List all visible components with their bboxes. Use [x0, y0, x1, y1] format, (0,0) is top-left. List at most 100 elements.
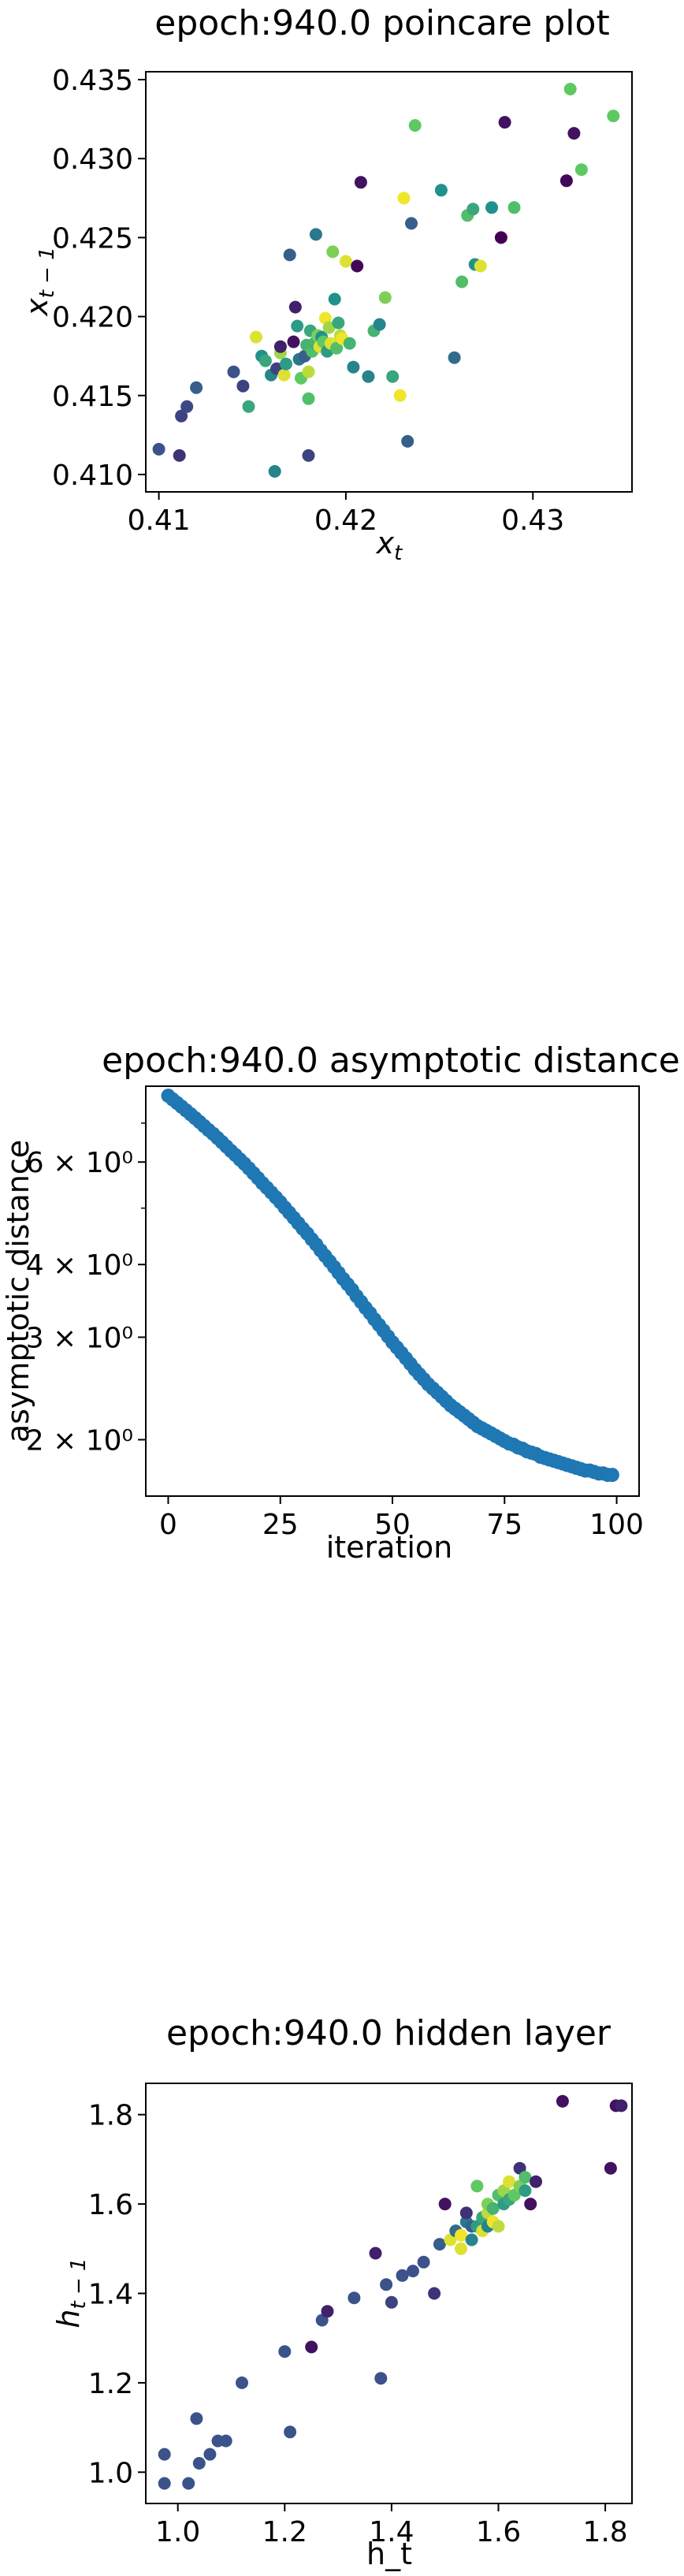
y-tick-label: 4 × 10⁰: [26, 1249, 133, 1282]
hidden-point: [380, 2278, 393, 2291]
poincare-point: [474, 259, 487, 273]
hidden-point: [374, 2372, 388, 2385]
poincare-point: [258, 354, 272, 367]
hidden-point: [615, 2099, 628, 2113]
poincare-point: [343, 337, 356, 350]
poincare-point: [190, 381, 203, 394]
hidden-point: [348, 2291, 361, 2305]
x-tick-label: 0.41: [128, 504, 191, 537]
asymptotic-distance-ylabel: asymptotic distance: [1, 1140, 35, 1442]
hidden-point: [519, 2171, 532, 2184]
poincare-point: [401, 434, 414, 448]
poincare-point: [318, 311, 332, 325]
hidden-point: [278, 2345, 292, 2358]
y-tick-label: 0.420: [52, 302, 133, 334]
poincare-point: [280, 357, 292, 370]
y-tick-label: 0.435: [52, 65, 133, 97]
poincare-point: [227, 365, 240, 378]
poincare-point: [567, 127, 581, 140]
y-tick-label: 1.8: [88, 2100, 133, 2132]
x-tick-label: 100: [589, 1509, 644, 1541]
hidden-point: [433, 2238, 446, 2251]
poincare-point: [242, 400, 255, 413]
x-tick-label: 1.0: [155, 2516, 200, 2548]
poincare-point: [302, 392, 315, 405]
hidden-point: [203, 2448, 217, 2461]
poincare-point: [405, 217, 418, 230]
y-tick-label: 2 × 10⁰: [26, 1424, 133, 1457]
hidden-point: [190, 2412, 203, 2425]
x-tick-label: 1.8: [582, 2516, 627, 2548]
poincare-point: [330, 341, 344, 355]
poincare-point: [563, 83, 577, 95]
hidden-point: [219, 2434, 232, 2448]
poincare-point: [339, 255, 352, 268]
poincare-point: [574, 163, 588, 177]
hidden-point: [530, 2175, 542, 2188]
hidden-layer-ylabel: ht − 1: [51, 2258, 91, 2328]
poincare-point: [268, 465, 281, 478]
poincare-plot-axes-frame: [145, 71, 633, 493]
hidden-point: [556, 2094, 569, 2108]
y-tick-label: 0.410: [52, 460, 133, 492]
x-tick-label: 1.4: [369, 2516, 414, 2548]
asymptotic-distance-xlabel: iteration: [326, 1530, 453, 1565]
hidden-point: [182, 2477, 195, 2490]
poincare-point: [152, 442, 165, 456]
poincare-point: [288, 300, 302, 314]
hidden-point: [465, 2233, 478, 2247]
poincare-plot-chart: epoch:940.0 poincare plot 0.41 0.42 0.43 0.…: [20, 3, 633, 565]
poincare-plot-xlabel: xt: [376, 526, 403, 565]
poincare-point: [448, 351, 461, 364]
hidden-point: [470, 2180, 484, 2193]
hidden-point: [407, 2265, 419, 2278]
y-tick-label: 0.430: [52, 143, 133, 176]
poincare-point: [180, 400, 194, 413]
poincare-point: [326, 245, 340, 259]
x-tick-label: 50: [374, 1509, 411, 1541]
poincare-point: [354, 176, 367, 189]
hidden-layer-chart: epoch:940.0 hidden layer 1.0 1.2 1.4 1.6 1.8…: [51, 2013, 633, 2571]
x-tick-label: 0: [159, 1509, 177, 1541]
poincare-point: [173, 449, 186, 462]
hidden-point: [305, 2340, 318, 2354]
hidden-point: [604, 2161, 617, 2175]
hidden-point: [396, 2269, 409, 2282]
y-tick-label: 6 × 10⁰: [26, 1147, 133, 1179]
x-tick-label: 0.42: [314, 504, 377, 537]
hidden-point: [369, 2247, 382, 2260]
poincare-point: [559, 174, 573, 188]
poincare-point: [507, 201, 521, 214]
poincare-point: [291, 319, 304, 333]
poincare-point: [273, 340, 287, 353]
poincare-point: [408, 119, 422, 132]
poincare-point: [467, 203, 480, 216]
y-tick-label: 1.2: [88, 2368, 133, 2400]
poincare-point: [250, 330, 262, 344]
poincare-point: [175, 409, 188, 423]
hidden-point: [503, 2175, 516, 2188]
y-tick-label: 1.6: [88, 2189, 133, 2221]
poincare-point: [283, 248, 296, 262]
poincare-point: [328, 292, 341, 306]
hidden-point: [455, 2242, 467, 2255]
hidden-point: [385, 2295, 398, 2309]
poincare-point: [332, 316, 345, 329]
x-tick-label: 0.43: [501, 504, 564, 537]
poincare-point: [386, 370, 400, 383]
hidden-point: [236, 2376, 248, 2389]
hidden-point: [438, 2198, 452, 2211]
poincare-point: [455, 275, 469, 288]
x-tick-label: 25: [262, 1509, 299, 1541]
poincare-point: [607, 110, 620, 123]
hidden-point: [492, 2220, 505, 2233]
poincare-plot-title: epoch:940.0 poincare plot: [154, 3, 609, 43]
poincare-point: [277, 368, 291, 382]
poincare-point: [373, 318, 386, 331]
hidden-point: [158, 2448, 171, 2461]
hidden-point: [417, 2255, 430, 2269]
poincare-point: [393, 389, 407, 402]
hidden-point: [455, 2228, 467, 2242]
hidden-point: [321, 2305, 334, 2318]
